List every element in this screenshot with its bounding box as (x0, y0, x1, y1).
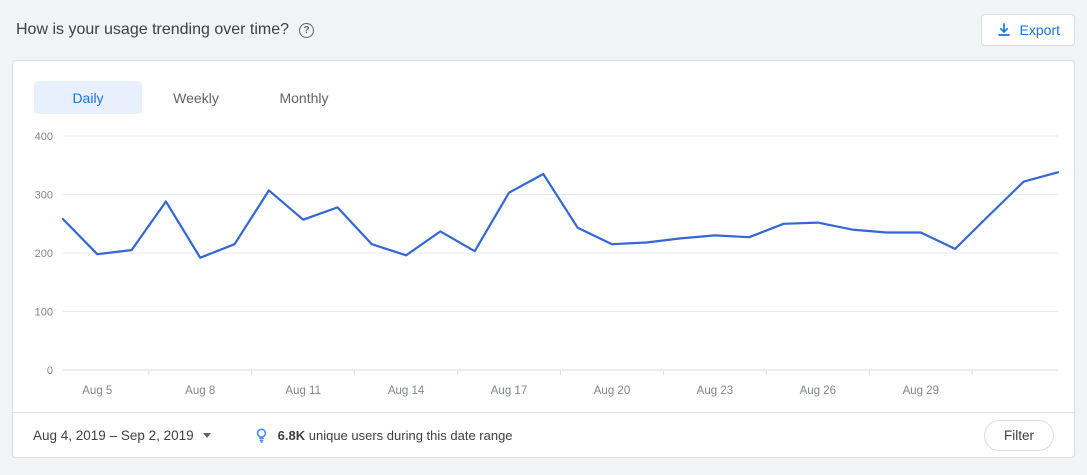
page-header: How is your usage trending over time? ? … (0, 0, 1087, 60)
line-chart-svg: 0 100 200 300 400 Aug 5 Aug 8 Aug 11 Aug 14 Aug 1… (35, 131, 1060, 397)
svg-text:Aug 26: Aug 26 (800, 385, 836, 397)
svg-text:Aug 23: Aug 23 (697, 385, 733, 397)
tab-daily[interactable]: Daily (34, 81, 142, 114)
tab-weekly[interactable]: Weekly (173, 89, 219, 106)
svg-text:Aug 17: Aug 17 (491, 385, 527, 397)
insight-text: unique users during this date range (308, 427, 513, 443)
svg-text:Aug 11: Aug 11 (285, 385, 321, 397)
usage-trends-page: How is your usage trending over time? ? … (0, 0, 1087, 458)
svg-text:Aug 29: Aug 29 (903, 385, 939, 397)
svg-text:300: 300 (35, 190, 53, 202)
chart-footer: Aug 4, 2019 – Sep 2, 2019 6.8K unique us… (13, 412, 1074, 457)
usage-chart-card: Daily Weekly Monthly 0 100 200 300 400 Aug 5 A… (12, 60, 1075, 458)
svg-text:0: 0 (47, 365, 53, 377)
svg-text:Aug 14: Aug 14 (388, 385, 425, 397)
lightbulb-icon (256, 428, 266, 443)
interval-tabs: Daily Weekly Monthly (34, 81, 1074, 114)
svg-text:200: 200 (35, 248, 53, 260)
download-icon (997, 23, 1010, 36)
insight-sentence: 6.8K unique users during this date range (278, 428, 513, 443)
date-range-label: Aug 4, 2019 – Sep 2, 2019 (33, 427, 194, 443)
tab-monthly[interactable]: Monthly (279, 89, 329, 106)
title-row: How is your usage trending over time? ? (16, 21, 315, 39)
svg-text:Aug 5: Aug 5 (82, 385, 112, 397)
filter-button[interactable]: Filter (984, 419, 1054, 451)
export-button[interactable]: Export (980, 14, 1075, 46)
insight-value: 6.8K (277, 427, 306, 443)
chevron-down-icon (202, 432, 211, 438)
date-range-selector[interactable]: Aug 4, 2019 – Sep 2, 2019 (33, 428, 211, 443)
help-icon[interactable]: ? (299, 22, 315, 38)
insight: 6.8K unique users during this date range (253, 427, 513, 444)
svg-text:Aug 20: Aug 20 (594, 385, 630, 397)
svg-text:400: 400 (35, 131, 53, 143)
page-title: How is your usage trending over time? (16, 21, 290, 38)
svg-text:100: 100 (35, 307, 53, 319)
svg-text:Aug 8: Aug 8 (185, 385, 215, 397)
usage-line-chart: 0 100 200 300 400 Aug 5 Aug 8 Aug 11 Aug 14 Aug 1… (13, 114, 1074, 412)
export-label: Export (1019, 22, 1060, 38)
